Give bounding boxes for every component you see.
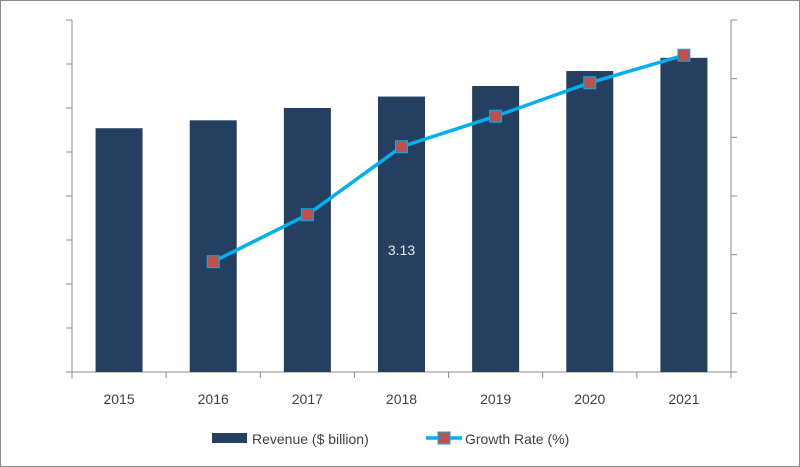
growth-rate-marker-2018 [395, 140, 408, 154]
x-tick-label-2021: 2021 [668, 391, 699, 407]
data-label-2018: 3.13 [388, 242, 415, 258]
growth-rate-marker-2020 [583, 76, 597, 90]
growth-rate-marker-2017 [300, 208, 314, 222]
legend-label-growth: Growth Rate (%) [465, 431, 569, 447]
legend-swatch-growth-marker [437, 431, 451, 445]
legend-label-revenue: Revenue ($ billion) [252, 431, 369, 447]
revenue-bar-2021 [660, 57, 708, 373]
growth-rate-line [212, 53, 685, 264]
x-tick-label-2018: 2018 [386, 391, 417, 407]
legend-swatch-revenue [212, 433, 247, 443]
x-tick-label-2015: 2015 [103, 391, 134, 407]
growth-rate-marker-2021 [677, 48, 691, 62]
revenue-bar-2015 [95, 128, 143, 372]
revenue-bar-2018 [378, 96, 425, 372]
x-tick-label-2019: 2019 [480, 391, 511, 407]
revenue-bar-2017 [283, 108, 331, 372]
growth-rate-marker-2016 [206, 255, 220, 269]
x-tick-label-2016: 2016 [198, 391, 229, 407]
x-tick-label-2017: 2017 [292, 391, 323, 407]
x-tick-label-2020: 2020 [574, 391, 605, 407]
revenue-bar-2016 [189, 120, 237, 372]
revenue-bar-2020 [566, 71, 614, 372]
growth-rate-marker-2019 [489, 109, 503, 123]
revenue-bar-2019 [472, 86, 520, 372]
